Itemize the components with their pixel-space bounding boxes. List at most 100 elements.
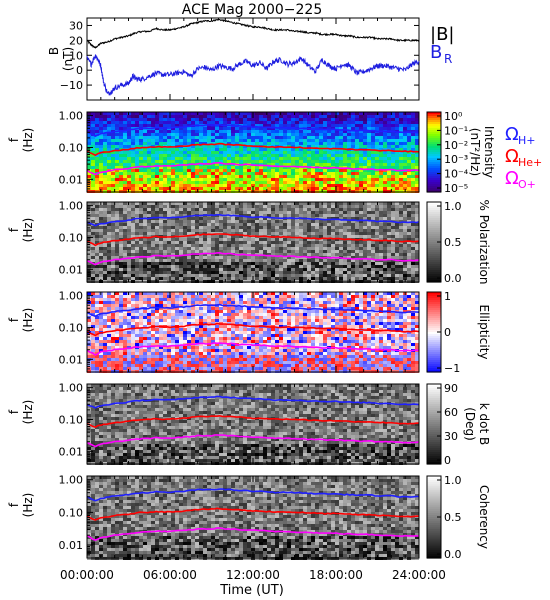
heatmap-cell <box>183 259 187 262</box>
heatmap-cell <box>283 256 287 259</box>
heatmap-cell <box>95 244 99 247</box>
heatmap-cell <box>271 205 275 208</box>
heatmap-cell <box>179 169 183 172</box>
heatmap-cell <box>363 262 367 265</box>
heatmap-cell <box>151 268 155 271</box>
heatmap-cell <box>339 178 343 181</box>
colorbar-cell <box>427 142 441 145</box>
heatmap-cell <box>259 220 263 223</box>
heatmap-cell <box>91 271 95 274</box>
colorbar-cell <box>427 116 441 119</box>
heatmap-cell <box>275 226 279 229</box>
heatmap-cell <box>231 172 235 175</box>
heatmap-cell <box>399 160 403 163</box>
heatmap-cell <box>191 256 195 259</box>
heatmap-cell <box>175 268 179 271</box>
heatmap-cell <box>219 139 223 142</box>
heatmap-cell <box>199 223 203 226</box>
heatmap-cell <box>307 265 311 268</box>
heatmap-cell <box>147 292 151 295</box>
heatmap-cell <box>387 187 391 190</box>
heatmap-cell <box>267 208 271 211</box>
heatmap-cell <box>183 112 187 115</box>
heatmap-cell <box>211 139 215 142</box>
heatmap-cell <box>155 271 159 274</box>
heatmap-cell <box>87 274 91 277</box>
heatmap-cell <box>191 271 195 274</box>
heatmap-cell <box>283 253 287 256</box>
heatmap-cell <box>235 160 239 163</box>
heatmap-cell <box>191 232 195 235</box>
heatmap-cell <box>131 241 135 244</box>
heatmap-cell <box>107 229 111 232</box>
heatmap-cell <box>371 205 375 208</box>
heatmap-cell <box>183 265 187 268</box>
heatmap-cell <box>275 259 279 262</box>
heatmap-cell <box>411 157 415 160</box>
heatmap-cell <box>323 211 327 214</box>
heatmap-cell <box>163 178 167 181</box>
heatmap-cell <box>91 211 95 214</box>
heatmap-cell <box>139 229 143 232</box>
heatmap-cell <box>147 271 151 274</box>
heatmap-cell <box>127 217 131 220</box>
heatmap-cell <box>91 205 95 208</box>
heatmap-cell <box>123 295 127 298</box>
heatmap-cell <box>107 223 111 226</box>
heatmap-cell <box>303 175 307 178</box>
heatmap-cell <box>363 181 367 184</box>
heatmap-cell <box>335 238 339 241</box>
heatmap-cell <box>259 133 263 136</box>
heatmap-cell <box>391 136 395 139</box>
heatmap-cell <box>231 166 235 169</box>
heatmap-cell <box>147 208 151 211</box>
heatmap-cell <box>219 220 223 223</box>
heatmap-cell <box>227 166 231 169</box>
heatmap-cell <box>99 205 103 208</box>
heatmap-cell <box>183 139 187 142</box>
heatmap-cell <box>159 238 163 241</box>
heatmap-cell <box>87 112 91 115</box>
heatmap-cell <box>359 181 363 184</box>
heatmap-cell <box>251 148 255 151</box>
heatmap-cell <box>231 223 235 226</box>
heatmap-cell <box>291 133 295 136</box>
heatmap-cell <box>203 211 207 214</box>
heatmap-cell <box>267 232 271 235</box>
heatmap-cell <box>151 133 155 136</box>
heatmap-cell <box>267 124 271 127</box>
heatmap-cell <box>399 235 403 238</box>
heatmap-cell <box>355 217 359 220</box>
heatmap-cell <box>399 232 403 235</box>
heatmap-cell <box>159 229 163 232</box>
heatmap-cell <box>243 274 247 277</box>
heatmap-cell <box>255 241 259 244</box>
heatmap-cell <box>91 220 95 223</box>
heatmap-cell <box>379 151 383 154</box>
heatmap-cell <box>223 139 227 142</box>
heatmap-cell <box>95 247 99 250</box>
heatmap-cell <box>355 142 359 145</box>
heatmap-cell <box>175 208 179 211</box>
heatmap-cell <box>151 181 155 184</box>
heatmap-cell <box>275 130 279 133</box>
heatmap-cells <box>87 202 419 283</box>
heatmap-cell <box>219 268 223 271</box>
heatmap-cell <box>247 256 251 259</box>
heatmap-cell <box>111 268 115 271</box>
heatmap-cell <box>391 115 395 118</box>
heatmap-cell <box>251 127 255 130</box>
heatmap-cell <box>367 271 371 274</box>
heatmap-cell <box>291 142 295 145</box>
heatmap-cell <box>355 214 359 217</box>
heatmap-cell <box>291 268 295 271</box>
heatmap-cell <box>135 238 139 241</box>
heatmap-cell <box>175 130 179 133</box>
heatmap-cell <box>227 232 231 235</box>
heatmap-cell <box>271 133 275 136</box>
heatmap-cell <box>219 271 223 274</box>
heatmap-cell <box>291 151 295 154</box>
heatmap-cell <box>355 274 359 277</box>
heatmap-cell <box>315 202 319 205</box>
heatmap-cell <box>279 271 283 274</box>
